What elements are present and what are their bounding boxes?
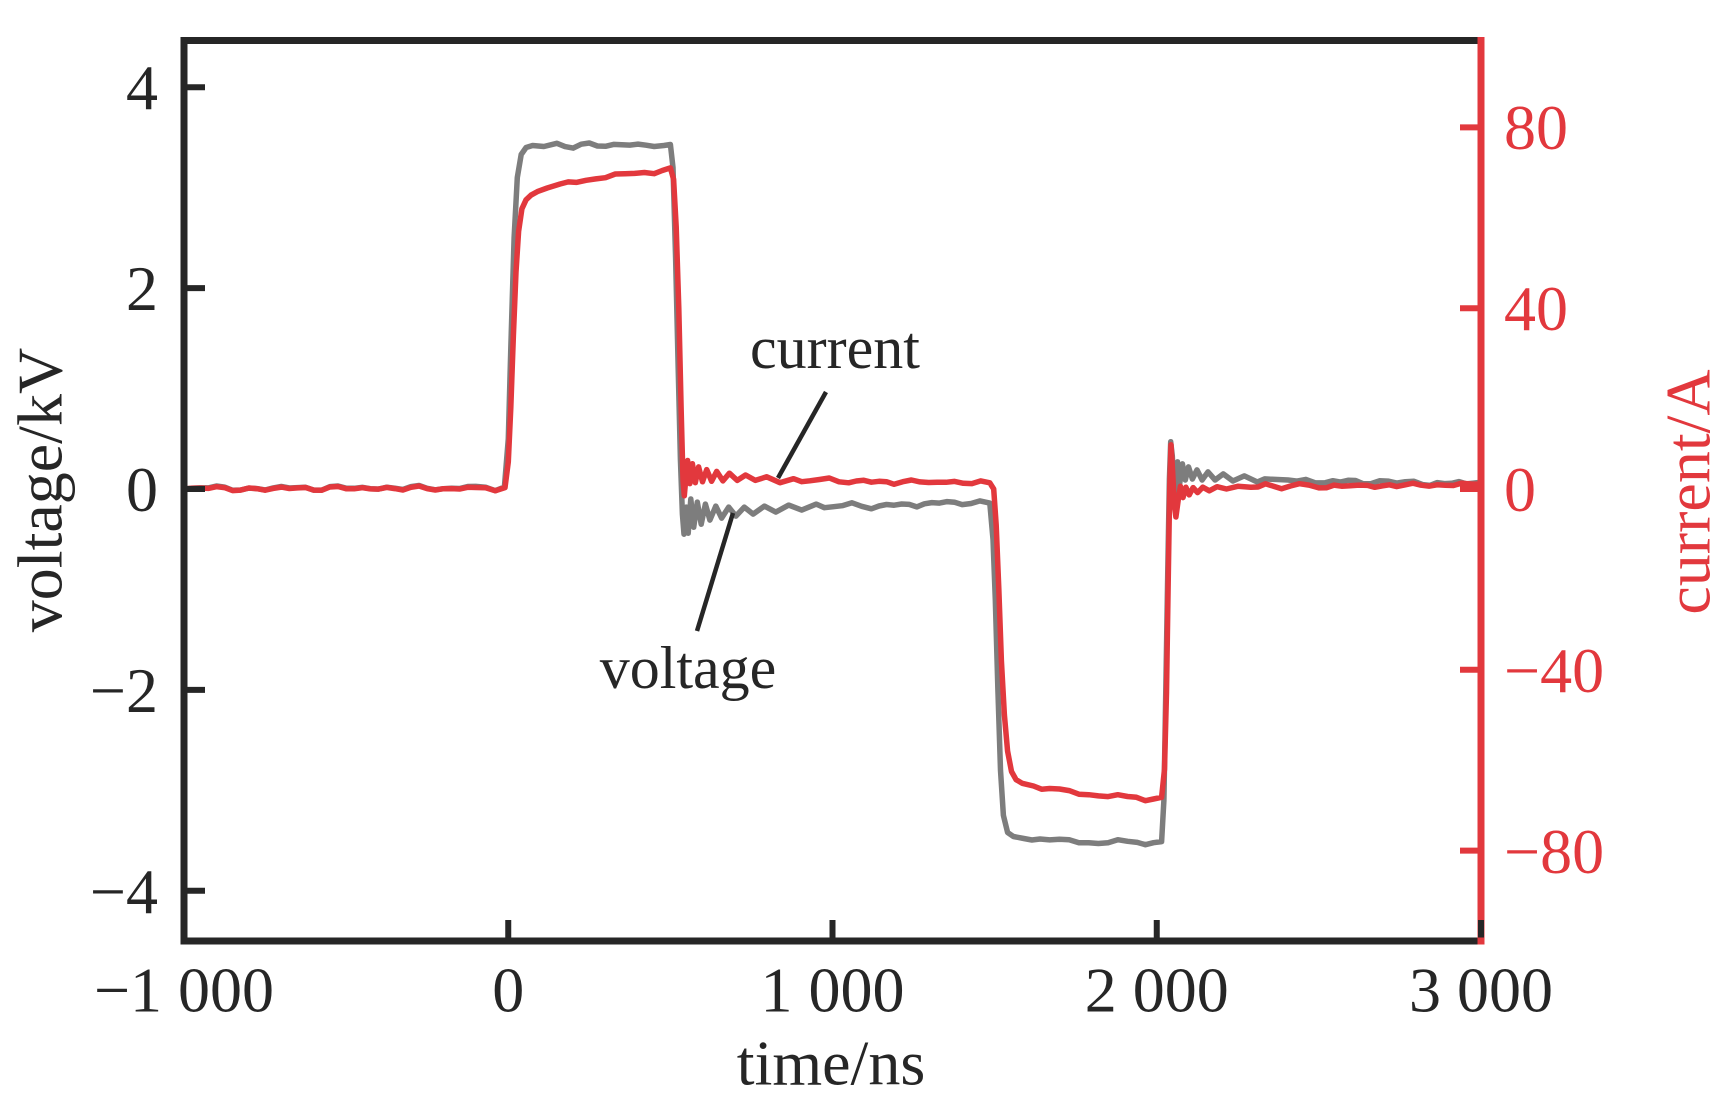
left-tick-label-2: 2	[126, 253, 158, 324]
y-axis-title-voltage: voltage/kV	[5, 348, 76, 632]
y-axis-title-current: current/A	[1653, 369, 1724, 614]
x-tick-label-0: 0	[492, 955, 524, 1026]
left-tick-label-n2: −2	[90, 655, 158, 726]
curves-layer	[181, 140, 1484, 848]
right-tick-label-80: 80	[1504, 92, 1568, 163]
left-tick-label-4: 4	[126, 52, 158, 123]
right-tick-label-n40: −40	[1504, 635, 1604, 706]
current-leader-line	[776, 390, 828, 480]
voltage-annotation-label: voltage	[600, 635, 777, 701]
right-tick-label-n80: −80	[1504, 816, 1604, 887]
x-axis-title-time: time/ns	[737, 1028, 925, 1099]
right-tick-label-40: 40	[1504, 273, 1568, 344]
left-tick-label-0: 0	[126, 454, 158, 525]
x-tick-label-n1000: −1 000	[94, 955, 274, 1026]
plot-border-black	[180, 37, 1481, 945]
left-tick-label-n4: −4	[90, 856, 158, 927]
ticks-layer	[181, 84, 1484, 938]
current-annotation-label: current	[750, 315, 920, 381]
voltage-curve	[181, 140, 1484, 848]
current-curve	[181, 165, 1484, 804]
voltage-leader-line	[694, 512, 736, 632]
x-tick-label-3000: 3 000	[1409, 955, 1553, 1026]
x-tick-label-1000: 1 000	[761, 955, 905, 1026]
right-tick-label-0: 0	[1504, 454, 1536, 525]
x-tick-label-2000: 2 000	[1085, 955, 1229, 1026]
